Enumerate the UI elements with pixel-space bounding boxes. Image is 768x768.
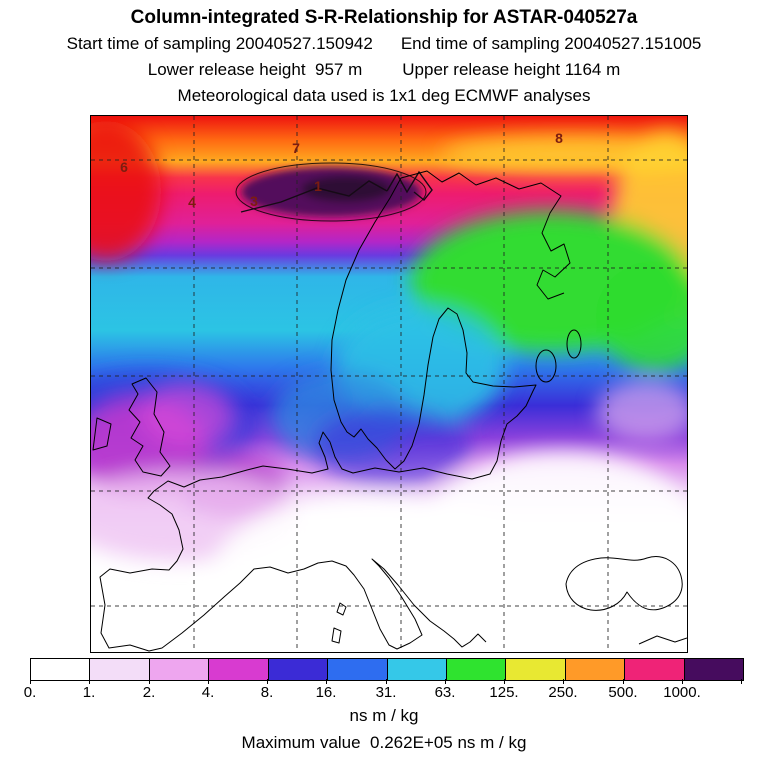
colorbar-label: 125. xyxy=(489,684,519,701)
colorbar-units: ns m / kg xyxy=(349,706,419,725)
max-value-text: Maximum value 0.262E+05 ns m / kg xyxy=(241,733,527,752)
end-time-text: End time of sampling 20040527.151005 xyxy=(400,34,702,53)
start-time-text: Start time of sampling 20040527.150942 xyxy=(66,34,373,53)
colorbar-cell xyxy=(445,659,506,680)
track-point-label-6: 6 xyxy=(120,159,128,175)
colorbar-labels: 0. 1. 2. 4. 8. 16. 31. 63. 125. 250. 500… xyxy=(24,684,742,702)
colorbar-cell xyxy=(564,659,625,680)
sampling-times-line: Start time of sampling 20040527.150942 E… xyxy=(0,34,768,54)
colorbar-cell xyxy=(89,659,149,680)
colorbar-cell xyxy=(208,659,268,680)
coastlines xyxy=(92,170,687,652)
colorbar-cell xyxy=(31,659,90,680)
lower-release-text: Lower release height 957 m xyxy=(147,60,363,79)
colorbar-label: 500. xyxy=(608,684,638,701)
colorbar-label: 2. xyxy=(142,684,156,701)
colorbar-ticks xyxy=(30,679,742,685)
colorbar-cell xyxy=(386,659,446,680)
colorbar-label: 31. xyxy=(375,684,397,701)
track-point-label-4: 4 xyxy=(188,194,196,210)
colorbar-cell xyxy=(327,659,387,680)
track-point-label-3: 3 xyxy=(250,193,258,209)
colorbar-label: 1. xyxy=(82,684,96,701)
color-field xyxy=(91,116,687,652)
colorbar-cell xyxy=(683,659,744,680)
colorbar xyxy=(30,658,744,681)
upper-release-text: Upper release height 1164 m xyxy=(402,60,621,79)
colorbar-label: 0. xyxy=(23,684,37,701)
meteorology-line: Meteorological data used is 1x1 deg ECMW… xyxy=(0,86,768,106)
flight-track xyxy=(240,170,433,213)
grid-lines xyxy=(91,116,687,652)
page-title: Column-integrated S-R-Relationship for A… xyxy=(130,7,638,28)
colorbar-label: 16. xyxy=(315,684,337,701)
colorbar-label: 8. xyxy=(260,684,274,701)
colorbar-label: 250. xyxy=(548,684,578,701)
dispersion-map-canvas xyxy=(91,116,687,652)
colorbar-cell xyxy=(148,659,209,680)
met-data-text: Meteorological data used is 1x1 deg ECMW… xyxy=(177,86,591,105)
colorbar-label: 1000. xyxy=(663,684,701,701)
colorbar-label: 63. xyxy=(434,684,456,701)
contour-outline xyxy=(235,162,427,222)
colorbar-label: 4. xyxy=(201,684,215,701)
track-point-label-1: 1 xyxy=(314,178,322,194)
track-point-label-8: 8 xyxy=(555,130,563,146)
colorbar-cell xyxy=(505,659,565,680)
release-heights-line: Lower release height 957 m Upper release… xyxy=(0,60,768,80)
colorbar-cell xyxy=(267,659,328,680)
track-point-label-7: 7 xyxy=(292,140,300,156)
map-plot-area: 6 4 3 1 7 8 xyxy=(90,115,688,653)
colorbar-cell xyxy=(624,659,684,680)
